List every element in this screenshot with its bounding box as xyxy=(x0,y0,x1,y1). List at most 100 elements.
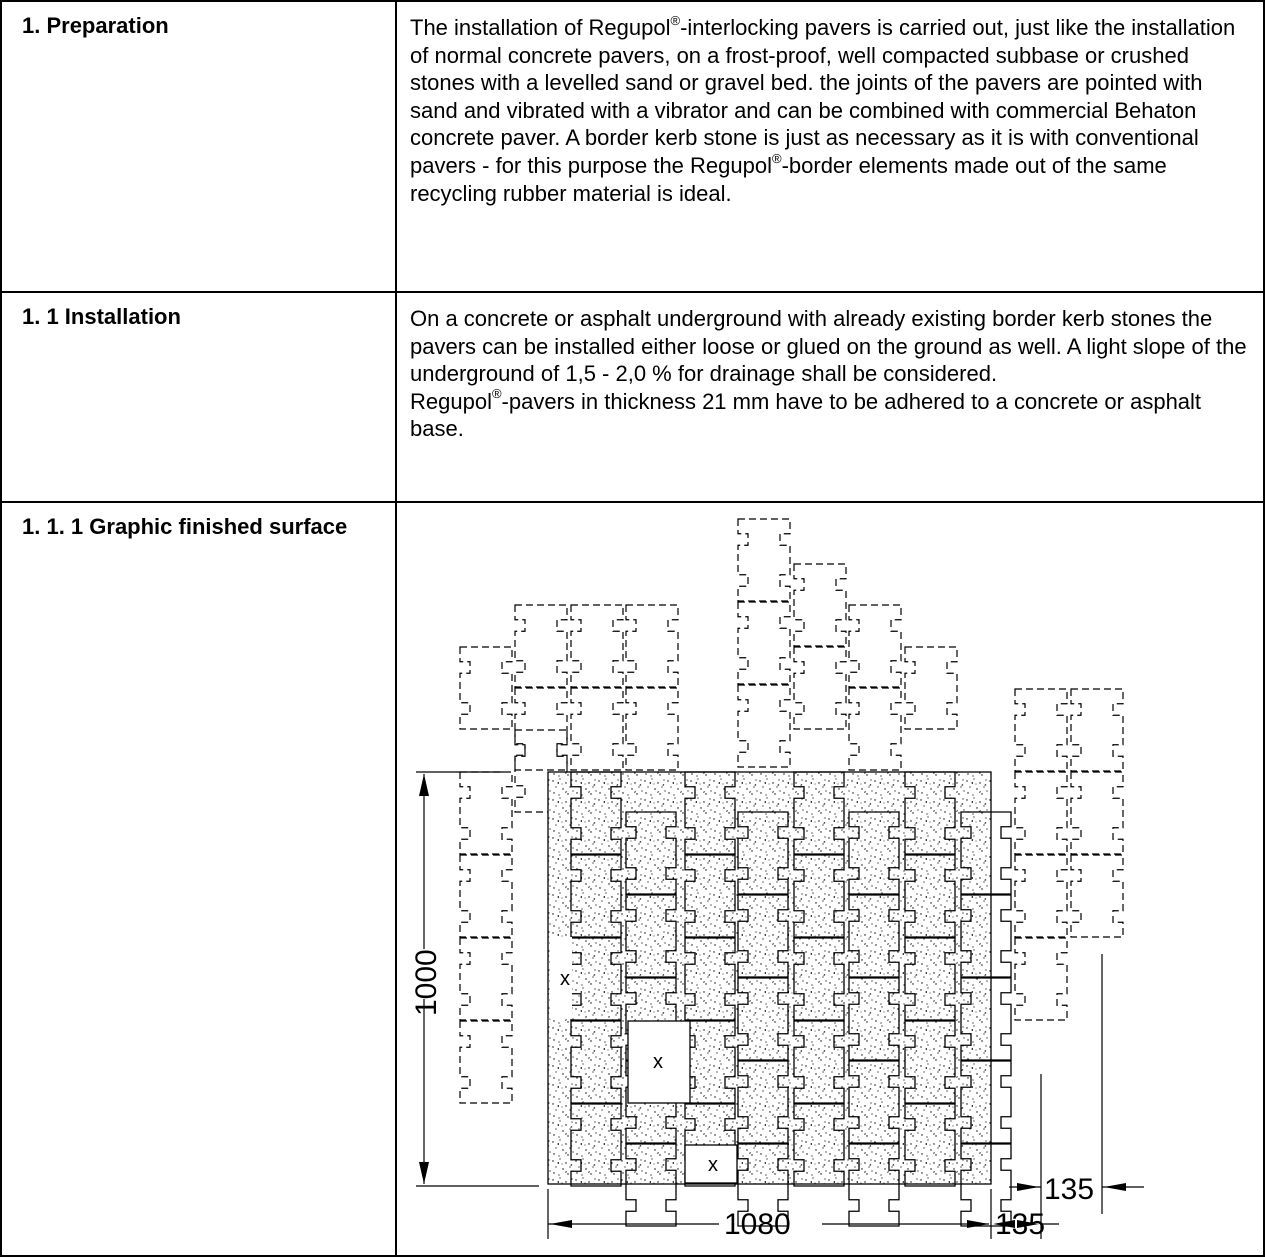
paver-outline xyxy=(459,771,513,855)
paver-outline xyxy=(793,854,845,938)
paver-outline xyxy=(737,1060,789,1144)
paver-outline xyxy=(848,977,900,1061)
paver-outline xyxy=(625,687,679,771)
heading-text: 1. 1. 1 Graphic finished surface xyxy=(22,514,348,539)
body-text: Regupol xyxy=(410,388,492,414)
dimension-lines xyxy=(416,771,1144,1239)
section-body: The installation of Regupol®-interlockin… xyxy=(395,0,1265,293)
paver-outline xyxy=(793,1103,845,1187)
section-heading: 1. 1. 1 Graphic finished surface xyxy=(0,501,397,1257)
paver-outline xyxy=(684,937,736,1021)
paver-outline xyxy=(1014,771,1068,855)
paver-outline xyxy=(459,1020,513,1104)
paver-outline xyxy=(848,1143,900,1227)
body-text: -border elements made out of the same re… xyxy=(410,152,1167,206)
heading-text: 1. Preparation xyxy=(22,13,169,38)
paver-outline xyxy=(570,687,624,771)
paver-outline xyxy=(1070,771,1124,855)
paver-outline xyxy=(960,977,1012,1061)
paver-outline xyxy=(570,1103,622,1187)
paver-outline xyxy=(1070,854,1124,938)
paver-outline xyxy=(570,854,622,938)
registered-mark: ® xyxy=(491,386,502,402)
offset-dimension-label: 135 xyxy=(995,1208,1045,1241)
offset-dimension-label: 135 xyxy=(1044,1173,1094,1206)
paver-outline xyxy=(625,811,677,895)
paver-outline xyxy=(848,1060,900,1144)
paver-outline xyxy=(737,601,791,685)
paver-outline xyxy=(848,894,900,978)
paver-outline xyxy=(737,1143,789,1227)
cut-mark: x xyxy=(708,1154,718,1176)
paver-outline xyxy=(904,937,956,1021)
paver-outline xyxy=(793,937,845,1021)
paver-outline xyxy=(737,894,789,978)
paver-outline xyxy=(904,1103,956,1187)
paver-outline xyxy=(737,811,789,895)
paver-outline xyxy=(625,604,679,688)
paver-outline xyxy=(848,687,902,771)
paver-outline xyxy=(684,1103,736,1187)
registered-mark: ® xyxy=(771,150,782,166)
paver-outline xyxy=(737,684,791,768)
body-text: -interlocking pavers is carried out, jus… xyxy=(410,15,1236,178)
paver-layout-drawing: x x x xyxy=(410,518,1144,1241)
paver-outline xyxy=(904,1020,956,1104)
paver-outline xyxy=(904,854,956,938)
paver-outline xyxy=(514,604,568,688)
paver-outline xyxy=(737,977,789,1061)
paver-outline xyxy=(684,1020,736,1104)
section-heading: 1. Preparation xyxy=(0,0,397,293)
table-row: 1. 1 Installation On a concrete or aspha… xyxy=(0,291,1265,503)
cut-mark: x xyxy=(560,968,570,990)
paver-outline xyxy=(793,1020,845,1104)
paver-outline xyxy=(625,894,677,978)
cut-paver-blank xyxy=(627,1020,691,1104)
paver-outline xyxy=(459,937,513,1021)
width-dimension-label: 1080 xyxy=(724,1208,791,1241)
paver-outline xyxy=(904,771,956,855)
paver-outline xyxy=(684,771,736,855)
paver-outline xyxy=(1070,688,1124,772)
paver-outline xyxy=(570,604,624,688)
paver-outline xyxy=(459,646,513,730)
paver-outline xyxy=(684,854,736,938)
cut-paver-blank xyxy=(550,937,572,1019)
drawing-cell: x x x xyxy=(395,501,1265,1257)
paver-outline xyxy=(570,1020,622,1104)
table-row: 1. Preparation The installation of Regup… xyxy=(0,0,1265,293)
paver-outline xyxy=(848,811,900,895)
height-dimension-label: 1000 xyxy=(410,949,443,1016)
paver-outline xyxy=(960,1060,1012,1144)
paver-outline xyxy=(793,646,847,730)
cut-mark: x xyxy=(653,1051,663,1073)
dashed-paver-outlines xyxy=(459,518,1124,1104)
paver-outline xyxy=(793,563,847,647)
paver-outline xyxy=(1014,688,1068,772)
finished-surface: x x x xyxy=(547,771,1012,1227)
paver-outline xyxy=(960,811,1012,895)
paver-outline xyxy=(1014,937,1068,1021)
paver-outline xyxy=(904,646,958,730)
body-text: -pavers in thickness 21 mm have to be ad… xyxy=(410,388,1202,442)
paver-outline xyxy=(625,1143,677,1227)
paver-joint-lines xyxy=(570,771,1012,1227)
paver-outline xyxy=(570,937,622,1021)
table-row: 1. 1. 1 Graphic finished surface xyxy=(0,501,1265,1257)
section-body: On a concrete or asphalt underground wit… xyxy=(395,291,1265,503)
paver-outline xyxy=(848,604,902,688)
cut-paver-blank xyxy=(684,1144,738,1184)
heading-text: 1. 1 Installation xyxy=(22,304,181,329)
paver-outline xyxy=(514,687,568,771)
paver-outline xyxy=(737,518,791,602)
paver-outline xyxy=(793,771,845,855)
body-text: The installation of Regupol xyxy=(410,15,671,40)
dimension-arrows xyxy=(419,774,1126,1228)
paver-outline xyxy=(514,729,568,813)
section-heading: 1. 1 Installation xyxy=(0,291,397,503)
registered-mark: ® xyxy=(670,12,681,28)
paver-outline xyxy=(1014,854,1068,938)
paver-outline xyxy=(570,771,622,855)
paver-outline xyxy=(459,854,513,938)
